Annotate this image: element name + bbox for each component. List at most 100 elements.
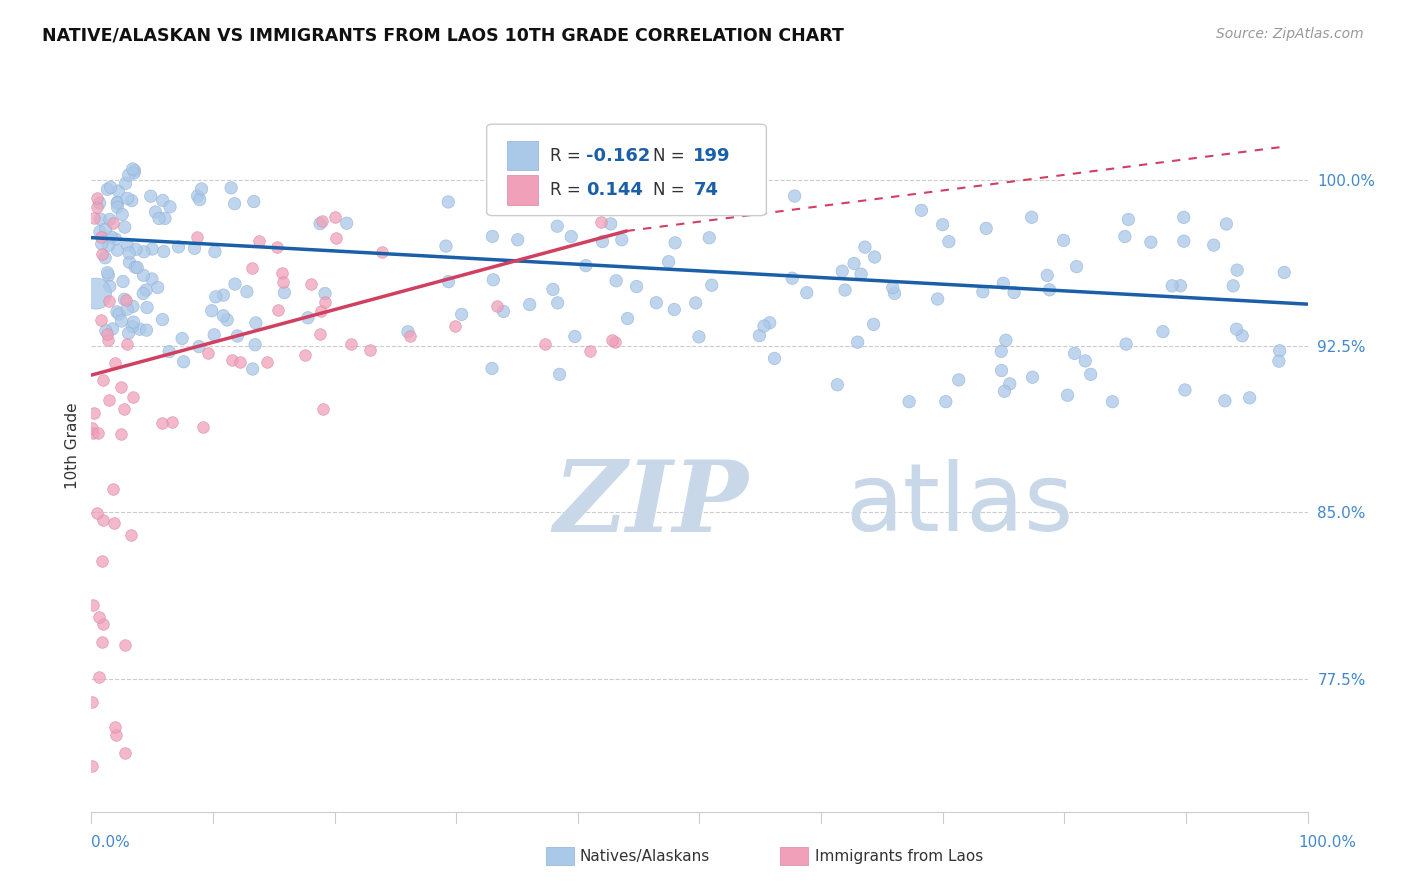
Point <box>325 231 347 245</box>
Point <box>1080 368 1102 382</box>
Point <box>506 233 529 247</box>
Point <box>247 234 270 248</box>
Point <box>91 635 114 649</box>
Point <box>132 244 155 259</box>
Point <box>136 301 159 315</box>
Point <box>931 218 953 232</box>
Point <box>212 288 235 302</box>
Point <box>98 393 121 408</box>
Point <box>534 337 557 351</box>
Point <box>994 333 1017 347</box>
Point <box>89 610 111 624</box>
Point <box>882 280 904 294</box>
Point <box>125 243 148 257</box>
Point <box>700 278 723 293</box>
Point <box>90 236 112 251</box>
Point <box>370 244 392 259</box>
Point <box>121 194 143 208</box>
Point <box>314 295 336 310</box>
Point <box>685 296 707 310</box>
Point <box>616 311 638 326</box>
Point <box>122 299 145 313</box>
Point <box>1170 278 1192 293</box>
Point <box>883 286 905 301</box>
Point <box>94 251 117 265</box>
Point <box>104 232 127 246</box>
Point <box>1066 260 1088 274</box>
Point <box>100 230 122 244</box>
Point <box>603 334 626 349</box>
Point <box>1118 212 1140 227</box>
Point <box>83 406 105 420</box>
Point <box>758 316 780 330</box>
Point <box>1226 263 1249 277</box>
Point <box>224 196 246 211</box>
Point <box>972 285 994 299</box>
Point <box>98 212 121 227</box>
Point <box>226 329 249 343</box>
Point <box>104 727 127 741</box>
Point <box>752 319 775 334</box>
Point <box>1272 265 1295 279</box>
Point <box>91 617 114 632</box>
Point <box>1239 391 1261 405</box>
Point <box>82 599 104 613</box>
Point <box>309 327 332 342</box>
Point <box>150 417 173 431</box>
Point <box>186 189 208 203</box>
Point <box>481 229 503 244</box>
Text: -0.162: -0.162 <box>586 146 651 165</box>
Point <box>359 343 381 357</box>
Point <box>124 163 146 178</box>
Point <box>1268 354 1291 368</box>
Point <box>1036 268 1059 283</box>
Point <box>110 427 132 442</box>
Point <box>121 161 143 176</box>
Point <box>104 720 127 734</box>
Point <box>658 254 681 268</box>
Point <box>135 283 157 297</box>
Point <box>548 368 571 382</box>
Point <box>117 302 139 317</box>
Point <box>688 330 710 344</box>
Point <box>270 266 292 280</box>
Point <box>157 344 180 359</box>
Point <box>127 260 149 275</box>
Point <box>256 355 278 369</box>
Point <box>519 297 541 311</box>
Point <box>1140 235 1163 250</box>
Point <box>114 293 136 307</box>
Point <box>605 274 627 288</box>
Point <box>998 376 1021 391</box>
Point <box>645 295 668 310</box>
Point <box>1213 393 1236 408</box>
Point <box>482 273 505 287</box>
Y-axis label: 10th Grade: 10th Grade <box>65 402 80 490</box>
Point <box>1038 283 1060 297</box>
Point <box>546 219 568 234</box>
Point <box>111 207 134 221</box>
Point <box>107 200 129 214</box>
Point <box>141 242 163 256</box>
Point <box>1173 211 1195 225</box>
Point <box>183 241 205 255</box>
Point <box>167 240 190 254</box>
Point <box>437 275 460 289</box>
Point <box>112 401 135 416</box>
Point <box>437 194 460 209</box>
Point <box>1152 325 1174 339</box>
Point <box>849 267 872 281</box>
Point <box>89 670 111 684</box>
Point <box>186 229 208 244</box>
Point <box>834 283 856 297</box>
Point <box>201 303 224 318</box>
Text: 74: 74 <box>693 181 718 199</box>
Point <box>1002 285 1025 300</box>
Point <box>434 239 457 253</box>
Point <box>90 212 112 227</box>
Point <box>842 256 865 270</box>
Point <box>221 353 243 368</box>
Point <box>309 304 332 318</box>
Point <box>1215 217 1237 231</box>
Point <box>153 211 176 226</box>
